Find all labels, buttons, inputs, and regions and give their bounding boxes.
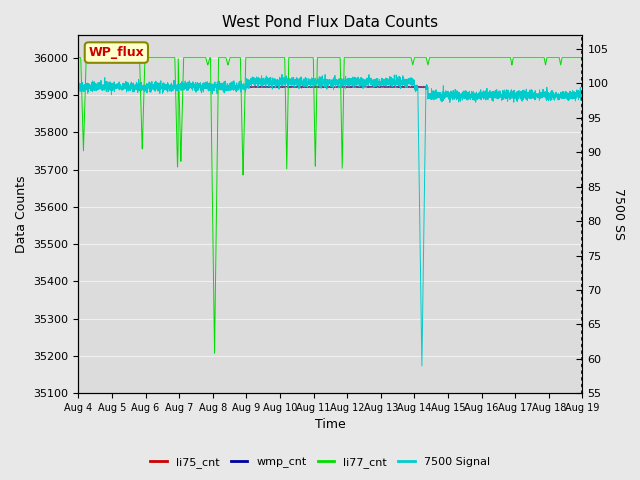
wmp_cnt: [441, 93, 449, 98]
wmp_cnt: [563, 92, 571, 98]
li75_cnt: [200, 83, 208, 89]
li75_cnt: [441, 93, 449, 98]
wmp_cnt: [314, 84, 322, 90]
li77_cnt: [579, 55, 586, 60]
li77_cnt: [441, 55, 449, 60]
X-axis label: Time: Time: [315, 419, 346, 432]
Y-axis label: 7500 SS: 7500 SS: [612, 188, 625, 240]
Line: li75_cnt: li75_cnt: [79, 86, 582, 96]
li75_cnt: [75, 84, 83, 90]
li77_cnt: [314, 55, 322, 60]
li75_cnt: [538, 93, 546, 98]
wmp_cnt: [106, 83, 113, 89]
li75_cnt: [563, 93, 571, 98]
li77_cnt: [538, 55, 546, 60]
li75_cnt: [314, 85, 322, 91]
Line: li77_cnt: li77_cnt: [79, 58, 582, 353]
7500 Signal: [314, 80, 322, 86]
7500 Signal: [579, 92, 586, 97]
7500 Signal: [287, 79, 294, 85]
7500 Signal: [441, 95, 449, 101]
Legend: li75_cnt, wmp_cnt, li77_cnt, 7500 Signal: li75_cnt, wmp_cnt, li77_cnt, 7500 Signal: [146, 452, 494, 472]
li77_cnt: [75, 55, 83, 60]
li77_cnt: [211, 350, 218, 356]
wmp_cnt: [291, 84, 298, 90]
Title: West Pond Flux Data Counts: West Pond Flux Data Counts: [222, 15, 438, 30]
wmp_cnt: [75, 84, 83, 90]
Y-axis label: Data Counts: Data Counts: [15, 176, 28, 253]
li77_cnt: [563, 55, 571, 60]
wmp_cnt: [579, 93, 586, 98]
li77_cnt: [291, 55, 298, 60]
wmp_cnt: [476, 94, 483, 99]
li75_cnt: [291, 84, 298, 90]
7500 Signal: [418, 363, 426, 369]
7500 Signal: [538, 93, 546, 98]
wmp_cnt: [538, 93, 546, 98]
li75_cnt: [579, 92, 586, 97]
wmp_cnt: [287, 84, 294, 90]
7500 Signal: [75, 83, 83, 89]
li75_cnt: [287, 84, 294, 90]
7500 Signal: [563, 96, 571, 102]
7500 Signal: [291, 77, 298, 83]
li75_cnt: [530, 94, 538, 99]
Line: wmp_cnt: wmp_cnt: [79, 86, 582, 96]
li77_cnt: [287, 55, 294, 60]
Text: WP_flux: WP_flux: [88, 46, 144, 59]
7500 Signal: [278, 72, 286, 77]
Line: 7500 Signal: 7500 Signal: [79, 74, 582, 366]
